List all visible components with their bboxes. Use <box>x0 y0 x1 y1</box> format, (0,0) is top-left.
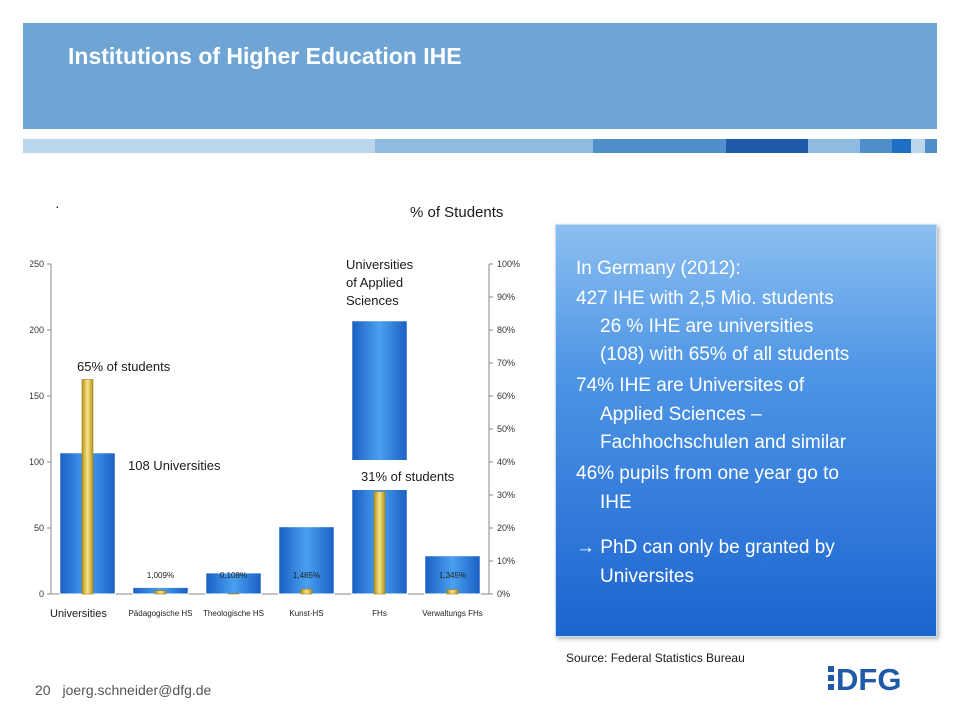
panel-line: 74% IHE are Universites of <box>576 375 805 396</box>
header-bar: Institutions of Higher Education IHE <box>23 23 937 129</box>
category-label: Kunst-HS <box>289 609 323 618</box>
annotation-uas-students: 31% of students <box>361 469 455 484</box>
annotation-universities-students: 65% of students <box>77 359 171 374</box>
panel-line: → PhD can only be granted by <box>576 537 835 558</box>
y-right-tick-label: 30% <box>497 490 515 500</box>
logo-text: DFG <box>836 662 901 696</box>
panel-heading: In Germany (2012): <box>576 258 741 279</box>
category-label: Theologische HS <box>203 609 264 618</box>
data-label: 1,485% <box>293 571 320 580</box>
annotation-universities-count: 108 Universities <box>128 458 221 473</box>
panel-line: 427 IHE with 2,5 Mio. students <box>576 288 834 309</box>
category-label: Verwaltungs FHs <box>422 609 482 618</box>
annotation-uas-students-box <box>352 460 488 490</box>
source-note: Source: Federal Statistics Bureau <box>566 651 745 665</box>
panel-line: 46% pupils from one year go to <box>576 463 839 484</box>
category-label: Pädagogische HS <box>128 609 192 618</box>
y-right-tick-label: 20% <box>497 523 515 533</box>
y-left-tick-label: 0 <box>39 589 44 599</box>
annotation-uas-line1: Universities <box>346 257 414 272</box>
bar-students-share <box>373 491 386 595</box>
y-right-tick-label: 40% <box>497 457 515 467</box>
footer-email: joerg.schneider@dfg.de <box>62 682 212 698</box>
y-left-tick-label: 250 <box>30 259 44 269</box>
category-label: FHs <box>372 609 387 618</box>
y-right-tick-label: 80% <box>497 325 515 335</box>
info-panel: In Germany (2012): 427 IHE with 2,5 Mio.… <box>555 224 937 637</box>
panel-line: 26 % IHE are universities <box>600 316 814 337</box>
y-left-tick-label: 150 <box>30 391 44 401</box>
y-left-tick-label: 200 <box>30 325 44 335</box>
dfg-logo: DFG <box>828 662 901 696</box>
bar-students-share <box>300 588 313 595</box>
annotation-universities-axis: Universities <box>50 608 107 620</box>
panel-line: (108) with 65% of all students <box>600 344 850 365</box>
annotation-uas-line2: of Applied <box>346 275 403 290</box>
bar-institutions <box>278 526 335 595</box>
bar-institutions <box>424 555 481 595</box>
slide-title: Institutions of Higher Education IHE <box>68 43 462 69</box>
panel-line: Fachhochschulen and similar <box>600 432 847 453</box>
footer: 20 joerg.schneider@dfg.de <box>35 682 211 698</box>
panel-line: Applied Sciences – <box>600 404 762 425</box>
bar-students-share <box>154 590 167 595</box>
data-label: 1,009% <box>147 571 174 580</box>
annotation-uas-line3: Sciences <box>346 293 399 308</box>
annotation-universities-axis-box <box>48 604 120 622</box>
y-right-tick-label: 50% <box>497 424 515 434</box>
annotation-uas-box <box>344 256 440 314</box>
bullet-dot: · <box>55 198 60 214</box>
y-right-tick-label: 60% <box>497 391 515 401</box>
y-right-tick-label: 10% <box>497 556 515 566</box>
chart-title: % of Students <box>410 204 504 221</box>
y-right-tick-label: 90% <box>497 292 515 302</box>
panel-line: Universites <box>600 566 694 587</box>
data-label: 0,108% <box>220 571 247 580</box>
data-label: 1,345% <box>439 571 466 580</box>
y-right-tick-label: 70% <box>497 358 515 368</box>
bar-chart: 0 50 100 150 200 250 0% 10% 20% 30% 40% 50% 60% 70% 80… <box>30 256 520 622</box>
panel-line: IHE <box>600 492 632 513</box>
page-number: 20 <box>35 682 51 698</box>
y-left-tick-label: 50 <box>34 523 44 533</box>
y-right-tick-label: 100% <box>497 259 520 269</box>
bar-students-share <box>81 379 94 595</box>
bar-students-share <box>446 589 459 595</box>
y-right-tick-label: 0% <box>497 589 510 599</box>
y-left-tick-label: 100 <box>30 457 44 467</box>
